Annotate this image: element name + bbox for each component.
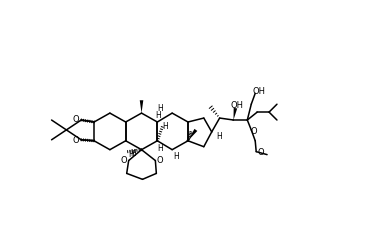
Text: H: H (131, 149, 137, 158)
Text: H: H (157, 104, 163, 113)
Text: H: H (128, 150, 134, 159)
Text: O: O (251, 127, 258, 136)
Text: H: H (216, 132, 221, 141)
Text: O: O (120, 156, 127, 165)
Text: O: O (258, 148, 264, 157)
Text: O: O (157, 156, 163, 165)
Text: H: H (162, 122, 168, 132)
Polygon shape (188, 129, 197, 141)
Text: H: H (157, 144, 163, 153)
Text: O: O (73, 136, 80, 145)
Polygon shape (233, 108, 237, 120)
Text: OH: OH (231, 101, 244, 110)
Text: H: H (156, 111, 161, 120)
Text: H: H (173, 152, 179, 161)
Text: O: O (73, 114, 80, 123)
Polygon shape (140, 100, 143, 113)
Text: OH: OH (253, 87, 266, 96)
